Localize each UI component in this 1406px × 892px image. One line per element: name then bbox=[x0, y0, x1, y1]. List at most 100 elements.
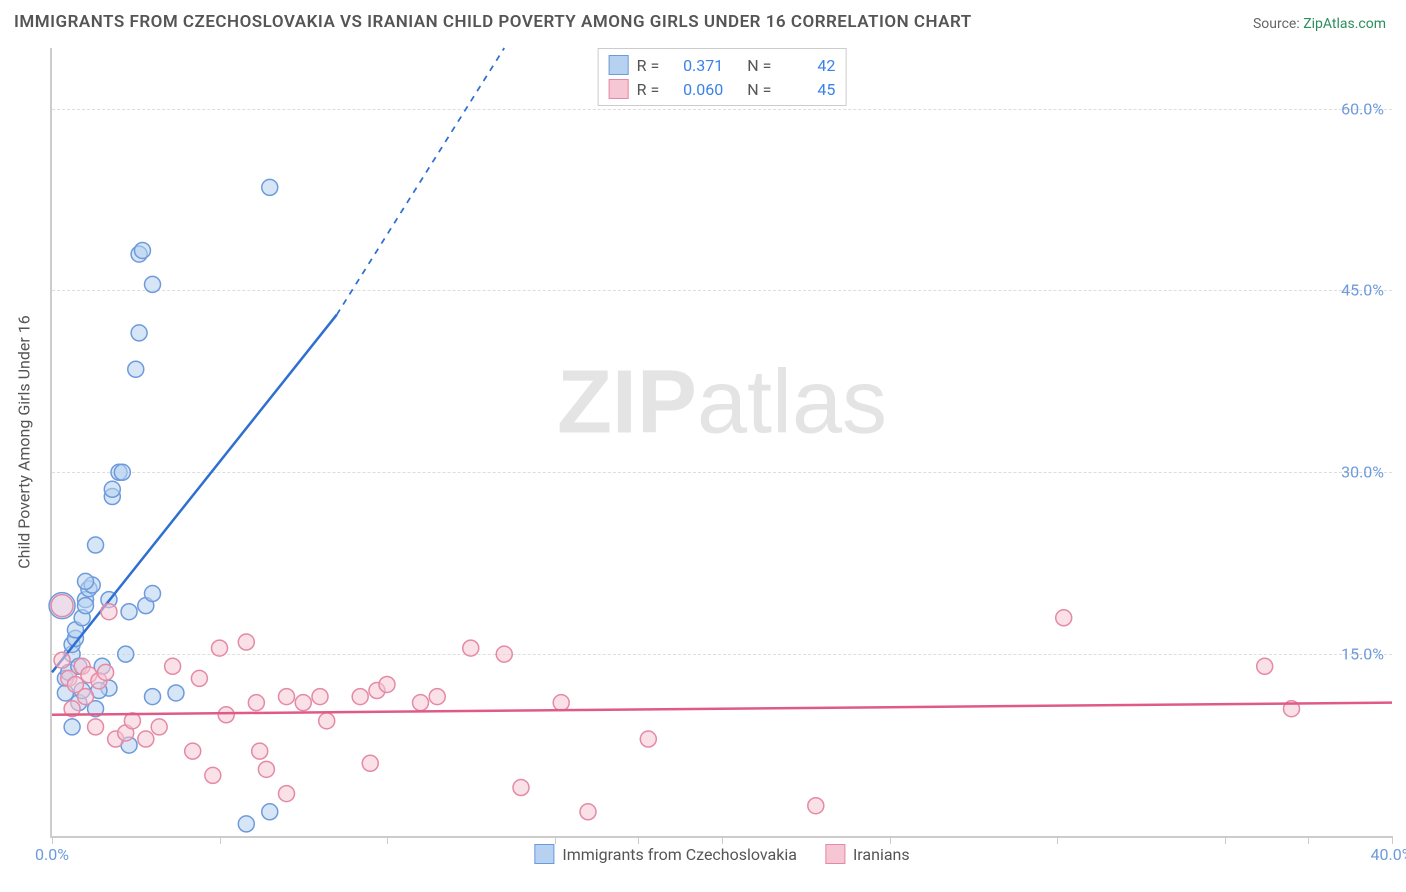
data-point-large bbox=[51, 595, 73, 617]
legend-r-value-1: 0.060 bbox=[671, 80, 723, 99]
data-point bbox=[496, 646, 512, 662]
data-point bbox=[319, 713, 335, 729]
data-point bbox=[118, 646, 134, 662]
y-tick-label: 60.0% bbox=[1341, 99, 1384, 118]
data-point bbox=[212, 640, 228, 656]
x-tick bbox=[1392, 836, 1393, 844]
source-link[interactable]: ZipAtlas.com bbox=[1303, 16, 1386, 32]
x-tick-label: 40.0% bbox=[1371, 845, 1406, 864]
data-point bbox=[121, 604, 137, 620]
legend-n-value-0: 42 bbox=[783, 56, 835, 75]
y-axis-title: Child Poverty Among Girls Under 16 bbox=[15, 315, 34, 569]
legend-row-series-0: R = 0.371 N = 42 bbox=[609, 53, 836, 77]
data-point bbox=[205, 767, 221, 783]
trend-line-extrapolated bbox=[337, 48, 505, 315]
data-point bbox=[114, 464, 130, 480]
plot-area: Child Poverty Among Girls Under 16 ZIPat… bbox=[50, 48, 1392, 838]
data-point bbox=[218, 707, 234, 723]
data-point bbox=[262, 804, 278, 820]
data-point bbox=[54, 652, 70, 668]
legend-item-1: Iranians bbox=[825, 844, 910, 864]
series-legend: Immigrants from Czechoslovakia Iranians bbox=[534, 844, 909, 864]
data-point bbox=[312, 689, 328, 705]
chart-title: IMMIGRANTS FROM CZECHOSLOVAKIA VS IRANIA… bbox=[14, 12, 972, 32]
legend-item-0: Immigrants from Czechoslovakia bbox=[534, 844, 797, 864]
data-point bbox=[379, 676, 395, 692]
x-tick-label: 0.0% bbox=[35, 845, 69, 864]
data-point bbox=[78, 573, 94, 589]
data-point bbox=[88, 719, 104, 735]
data-point bbox=[134, 242, 150, 258]
x-tick bbox=[890, 836, 891, 844]
swatch-series-0 bbox=[534, 844, 554, 864]
data-point bbox=[580, 804, 596, 820]
x-tick bbox=[1225, 836, 1226, 844]
data-point bbox=[295, 695, 311, 711]
x-tick bbox=[387, 836, 388, 844]
data-point bbox=[104, 481, 120, 497]
y-tick-label: 15.0% bbox=[1341, 645, 1384, 664]
data-point bbox=[252, 743, 268, 759]
swatch-series-1 bbox=[609, 79, 629, 99]
legend-label-0: Immigrants from Czechoslovakia bbox=[562, 845, 797, 864]
data-point bbox=[553, 695, 569, 711]
x-tick bbox=[1308, 836, 1309, 844]
data-point bbox=[64, 719, 80, 735]
legend-n-label: N = bbox=[747, 56, 771, 75]
data-point bbox=[262, 179, 278, 195]
data-point bbox=[88, 537, 104, 553]
data-point bbox=[238, 634, 254, 650]
y-tick-label: 45.0% bbox=[1341, 281, 1384, 300]
legend-n-label: N = bbox=[747, 80, 771, 99]
data-point bbox=[258, 761, 274, 777]
data-point bbox=[1056, 610, 1072, 626]
x-tick bbox=[52, 836, 53, 844]
data-point bbox=[279, 786, 295, 802]
x-tick bbox=[1057, 836, 1058, 844]
swatch-series-0 bbox=[609, 55, 629, 75]
source-label: Source: bbox=[1253, 16, 1300, 32]
data-point bbox=[101, 604, 117, 620]
data-point bbox=[362, 755, 378, 771]
x-tick bbox=[722, 836, 723, 844]
data-point bbox=[1257, 658, 1273, 674]
data-point bbox=[145, 689, 161, 705]
data-point bbox=[145, 276, 161, 292]
data-point bbox=[151, 719, 167, 735]
data-point bbox=[78, 598, 94, 614]
y-tick-label: 30.0% bbox=[1341, 463, 1384, 482]
legend-label-1: Iranians bbox=[853, 845, 910, 864]
legend-r-label: R = bbox=[637, 56, 660, 75]
data-point bbox=[413, 695, 429, 711]
x-tick bbox=[638, 836, 639, 844]
x-tick bbox=[555, 836, 556, 844]
legend-row-series-1: R = 0.060 N = 45 bbox=[609, 77, 836, 101]
data-point bbox=[238, 816, 254, 832]
data-point bbox=[78, 689, 94, 705]
data-point bbox=[808, 798, 824, 814]
scatter-svg bbox=[52, 48, 1392, 836]
trend-line bbox=[52, 315, 337, 673]
data-point bbox=[165, 658, 181, 674]
data-point bbox=[98, 664, 114, 680]
data-point bbox=[128, 361, 144, 377]
data-point bbox=[185, 743, 201, 759]
data-point bbox=[463, 640, 479, 656]
data-point bbox=[168, 685, 184, 701]
x-tick bbox=[220, 836, 221, 844]
data-point bbox=[191, 670, 207, 686]
legend-r-label: R = bbox=[637, 80, 660, 99]
data-point bbox=[279, 689, 295, 705]
data-point bbox=[513, 780, 529, 796]
data-point bbox=[248, 695, 264, 711]
data-point bbox=[640, 731, 656, 747]
legend-n-value-1: 45 bbox=[783, 80, 835, 99]
legend-r-value-0: 0.371 bbox=[671, 56, 723, 75]
data-point bbox=[138, 731, 154, 747]
swatch-series-1 bbox=[825, 844, 845, 864]
source-attribution: Source: ZipAtlas.com bbox=[1253, 16, 1386, 32]
data-point bbox=[145, 586, 161, 602]
data-point bbox=[131, 325, 147, 341]
correlation-legend: R = 0.371 N = 42 R = 0.060 N = 45 bbox=[598, 48, 847, 106]
data-point bbox=[429, 689, 445, 705]
